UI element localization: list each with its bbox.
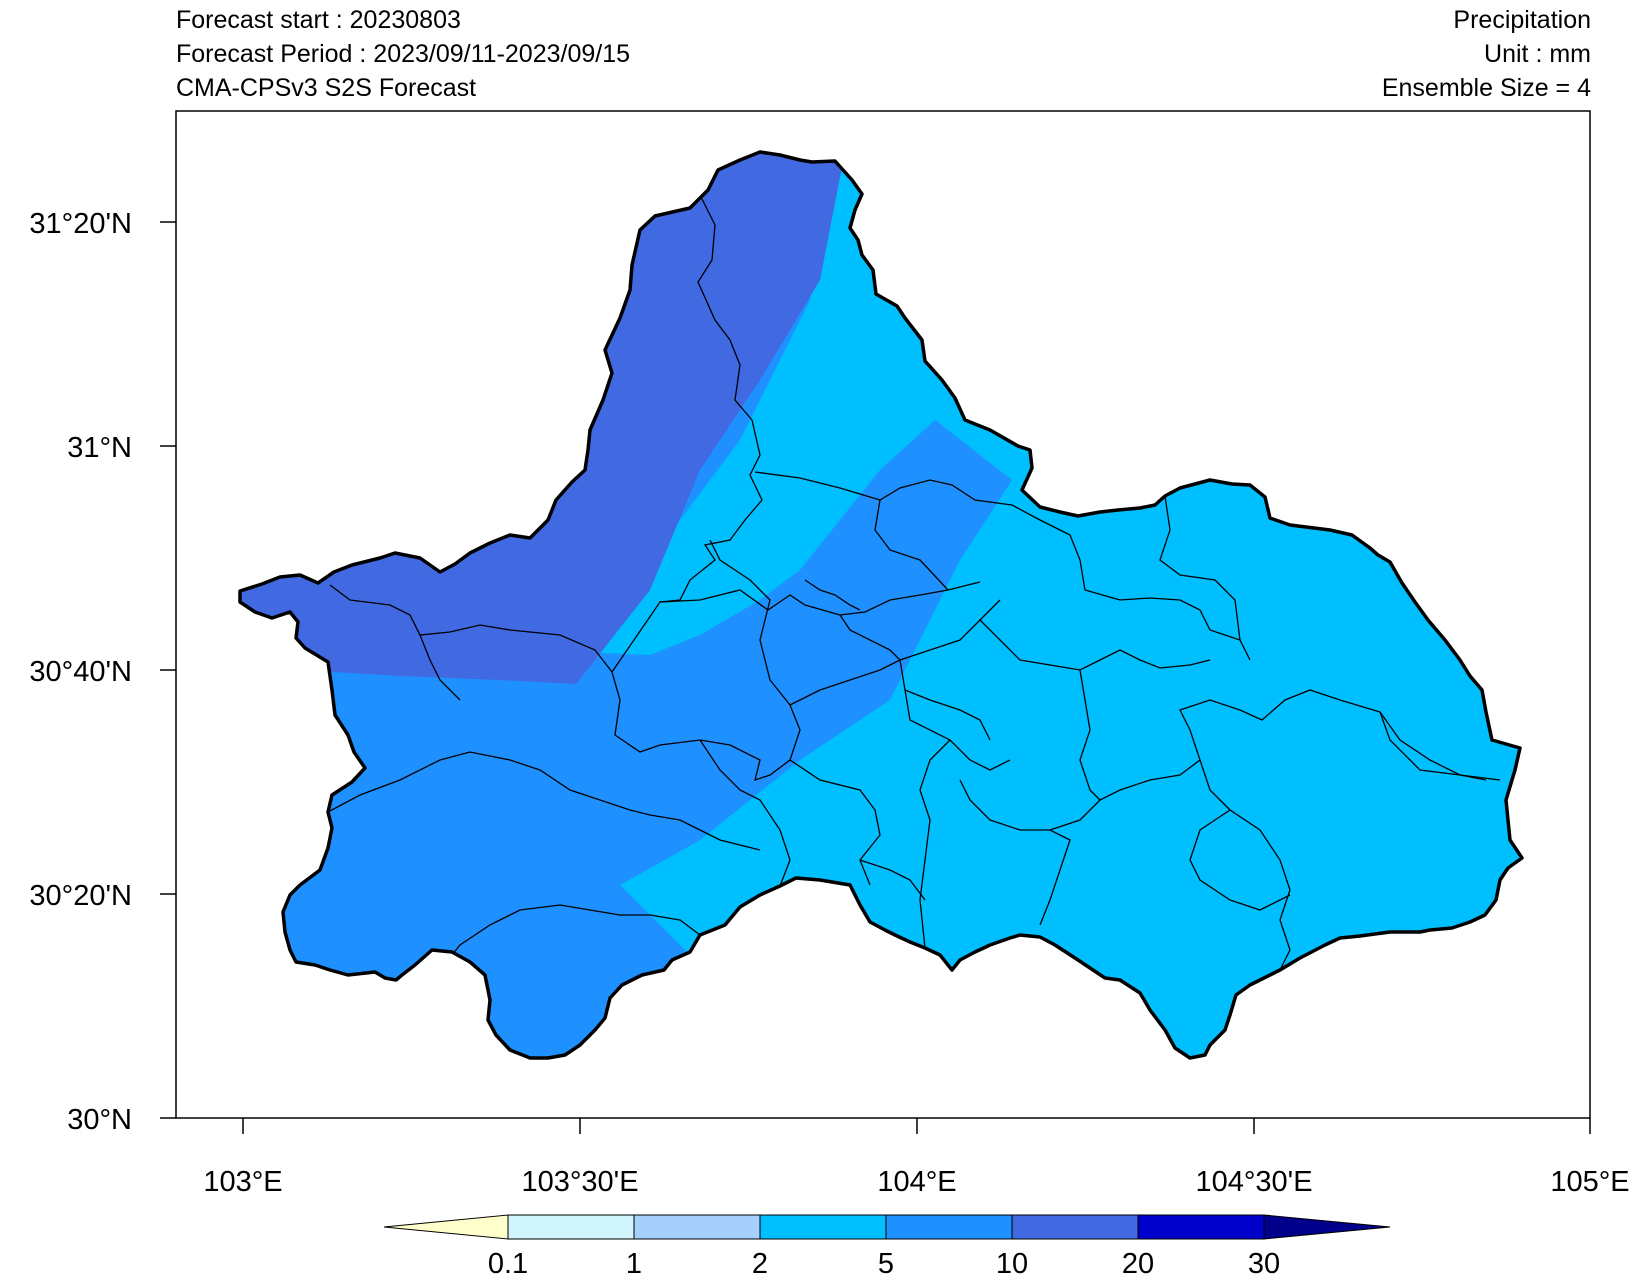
unit-text: Unit : mm [1484,40,1591,68]
colorbar-box [633,1214,761,1240]
colorbar-label: 1 [626,1248,642,1280]
lon-label: 103°30'E [521,1166,638,1198]
district-boundaries [327,194,1501,971]
colorbar-label: 10 [996,1248,1028,1280]
header-left: Forecast start : 20230803 Forecast Perio… [176,3,630,105]
colorbar-lower-triangle [383,1214,509,1240]
lat-label: 31°20'N [29,208,132,240]
colorbar-box [507,1214,635,1240]
colorbar-label: 2 [752,1248,768,1280]
ensemble-size-text: Ensemble Size = 4 [1381,74,1591,102]
lon-label: 104°30'E [1195,1166,1312,1198]
colorbar-label: 20 [1122,1248,1154,1280]
region-outline [238,150,1524,1060]
colorbar-label: 0.1 [488,1248,528,1280]
forecast-start-text: Forecast start : 20230803 [176,6,461,34]
colorbar-box [1137,1214,1265,1240]
colorbar-upper-triangle [1263,1214,1391,1240]
lat-label: 31°N [67,432,132,464]
colorbar: 0.1 1 2 5 10 20 30 [383,1214,1391,1280]
forecast-period-text: Forecast Period : 2023/09/11-2023/09/15 [176,40,631,68]
model-name-text: CMA-CPSv3 S2S Forecast [176,74,477,102]
lat-label: 30°N [67,1104,132,1136]
colorbar-label: 30 [1248,1248,1280,1280]
colorbar-label: 5 [878,1248,894,1280]
lon-label: 104°E [877,1166,956,1198]
variable-title: Precipitation [1453,6,1591,34]
colorbar-box [1011,1214,1139,1240]
header-right: Precipitation Unit : mm Ensemble Size = … [1382,3,1591,105]
lon-label: 103°E [203,1166,282,1198]
lon-label: 105°E [1550,1166,1629,1198]
colorbar-box [759,1214,887,1240]
lat-label: 30°40'N [29,656,132,688]
lat-axis: 31°20'N 31°N 30°40'N 30°20'N 30°N [29,208,176,1136]
lat-label: 30°20'N [29,880,132,912]
colorbar-box [885,1214,1013,1240]
lon-axis: 103°E 103°30'E 104°E 104°30'E 105°E [203,1118,1630,1198]
